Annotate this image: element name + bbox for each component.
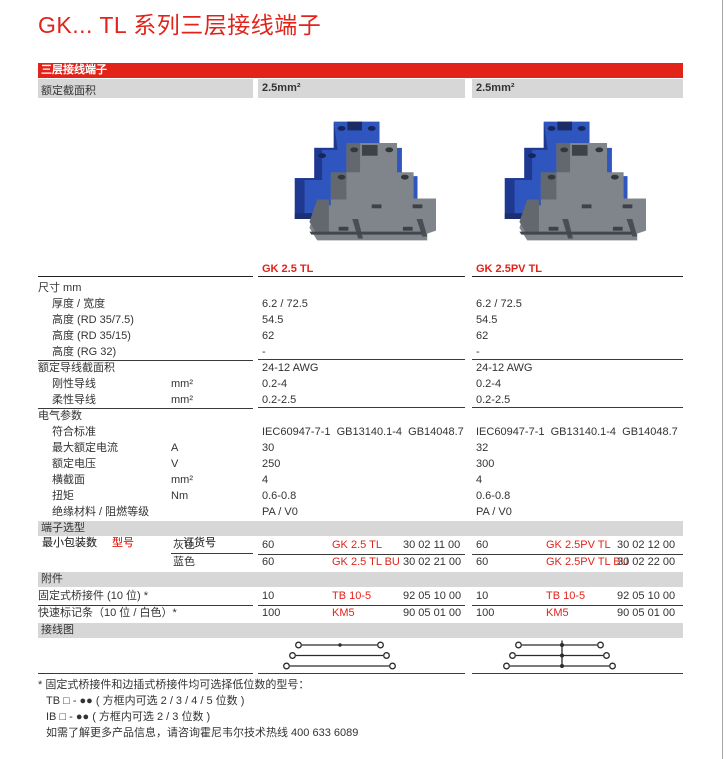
wiring-diagram-row <box>38 639 683 674</box>
spec-row-height-rg32: 高度 (RG 32) - - <box>38 344 683 361</box>
rated-cross-section-value-1: 2.5mm² <box>258 79 465 98</box>
spec-unit: Nm <box>171 490 189 502</box>
spec-label: 高度 (RG 32) <box>52 346 117 358</box>
spec-label: 绝缘材料 / 阻燃等级 <box>52 506 150 518</box>
selection-band: 端子选型 最小包装数 型号 订货号 最小包装数 型号 订货号 <box>38 521 683 549</box>
footnotes: * 固定式桥接件和边插式桥接件均可选择低位数的型号： TB □ - ●● ( 方… <box>38 677 358 741</box>
spec-row-torque: 扭矩 Nm 0.6-0.8 0.6-0.8 <box>38 488 683 504</box>
model-code: GK 2.5PV TL BU <box>546 556 629 568</box>
order-number: 30 02 21 00 <box>403 556 462 568</box>
spec-label: 高度 (RD 35/7.5) <box>52 314 134 326</box>
spec-unit: mm² <box>171 394 193 406</box>
spec-label: 额定电压 <box>52 458 96 470</box>
spec-label: 电气参数 <box>38 410 82 422</box>
spec-label: 额定导线截面积 <box>38 362 115 374</box>
color-label: 蓝色 <box>173 556 195 568</box>
spec-unit: mm² <box>171 474 193 486</box>
divider <box>171 553 253 554</box>
spec-label: 最大额定电流 <box>52 442 118 454</box>
spec-unit: mm² <box>171 378 193 390</box>
col-header-order: 订货号 <box>183 537 216 549</box>
model-code: KM5 <box>332 607 355 619</box>
spec-row-standards: 符合标准 IEC60947-7-1 GB13140.1-4 GB14048.7 … <box>38 424 683 440</box>
order-number: 30 02 11 00 <box>403 539 461 551</box>
spec-row-solid-wire: 刚性导线 mm² 0.2-4 0.2-4 <box>38 376 683 392</box>
order-number: 90 05 01 00 <box>617 607 676 619</box>
spec-row-dimensions: 尺寸 mm <box>38 280 683 296</box>
rated-cross-section-label: 额定截面积 <box>38 79 253 98</box>
product-photo-gk-25-tl <box>288 103 473 261</box>
model-code: GK 2.5 TL <box>332 539 382 551</box>
rated-cross-section-row: 额定截面积 2.5mm² 2.5mm² <box>38 79 683 98</box>
section-band: 三层接线端子 <box>38 63 683 78</box>
accessory-row-bridge: 固定式桥接件 (10 位) * 10 TB 10-5 92 05 10 00 1… <box>38 588 683 606</box>
model-name-2: GK 2.5PV TL <box>472 260 683 277</box>
model-code: TB 10-5 <box>332 590 372 602</box>
spec-unit: A <box>171 442 179 454</box>
footnote-line-3: IB □ - ●● ( 方框内可选 2 / 3 位数 ) <box>46 711 211 723</box>
spec-row-insulation: 绝缘材料 / 阻燃等级 PA / V0 PA / V0 <box>38 504 683 520</box>
spec-row-height-rd35-75: 高度 (RD 35/7.5) 54.5 54.5 <box>38 312 683 328</box>
color-label: 灰色 <box>173 539 195 551</box>
col-header-pack: 最小包装数 <box>42 537 97 549</box>
diagram-band: 接线图 <box>38 623 683 638</box>
wiring-diagram-independent-icon <box>283 641 396 670</box>
col-header-model: 型号 <box>112 537 134 549</box>
spec-label: 尺寸 mm <box>38 282 82 294</box>
model-header-row: GK 2.5 TL GK 2.5PV TL <box>38 260 683 277</box>
spec-row-cross-section: 横截面 mm² 4 4 <box>38 472 683 488</box>
accessory-row-marker: 快速标记条（10 位 / 白色）* 100 KM5 90 05 01 00 10… <box>38 605 683 622</box>
order-number: 30 02 12 00 <box>617 539 676 551</box>
footnote-line-2: TB □ - ●● ( 方框内可选 2 / 3 / 4 / 5 位数 ) <box>46 695 245 707</box>
spec-row-height-rd35-15: 高度 (RD 35/15) 62 62 <box>38 328 683 344</box>
page-title: GK... TL 系列三层接线端子 <box>38 12 322 38</box>
order-number: 92 05 10 00 <box>617 590 676 602</box>
spec-row-width: 厚度 / 宽度 6.2 / 72.5 6.2 / 72.5 <box>38 296 683 312</box>
page-right-border <box>722 0 723 759</box>
spec-row-electrical: 电气参数 <box>38 408 683 424</box>
selection-row-blue: 蓝色 60 GK 2.5 TL BU 30 02 21 00 60 GK 2.5… <box>38 554 683 571</box>
model-code: GK 2.5PV TL <box>546 539 611 551</box>
col-header-pack: 最小包装数 <box>42 537 97 549</box>
spec-label: 高度 (RD 35/15) <box>52 330 131 342</box>
section-band-label: 三层接线端子 <box>41 64 107 76</box>
order-number: 90 05 01 00 <box>403 607 462 619</box>
model-code: TB 10-5 <box>546 590 586 602</box>
order-number: 30 02 22 00 <box>617 556 676 568</box>
spec-row-rated-wire-section: 额定导线截面积 24-12 AWG 24-12 AWG <box>38 362 533 374</box>
selection-row-gray: 灰色 60 GK 2.5 TL 30 02 11 00 60 GK 2.5PV … <box>38 537 683 555</box>
spec-label: 刚性导线 <box>52 378 96 390</box>
spec-label: 横截面 <box>52 474 85 486</box>
spec-unit: V <box>171 458 179 470</box>
spec-label: 扭矩 <box>52 490 74 502</box>
model-name-1: GK 2.5 TL <box>258 260 465 277</box>
col-header-model: 型号 <box>112 537 134 549</box>
spec-table: 尺寸 mm 厚度 / 宽度 6.2 / 72.5 6.2 / 72.5 高度 (… <box>38 280 683 674</box>
accessories-band: 附件 <box>38 572 683 587</box>
spec-label: 厚度 / 宽度 <box>52 298 106 310</box>
order-number: 92 05 10 00 <box>403 590 462 602</box>
spec-row-rated-voltage: 额定电压 V 250 300 <box>38 456 683 472</box>
product-photo-gk-25pv-tl <box>498 103 683 261</box>
rated-cross-section-value-2: 2.5mm² <box>472 79 683 98</box>
spec-label: 符合标准 <box>52 426 96 438</box>
footnote-line-4: 如需了解更多产品信息，请咨询霍尼韦尔技术热线 400 633 6089 <box>46 727 359 739</box>
footnote-line-1: * 固定式桥接件和边插式桥接件均可选择低位数的型号： <box>38 679 310 691</box>
spec-label: 柔性导线 <box>52 394 96 406</box>
col-header-order: 订货号 <box>183 537 216 549</box>
spec-row-max-current: 最大额定电流 A 30 32 <box>38 440 683 456</box>
model-code: GK 2.5 TL BU <box>332 556 400 568</box>
wiring-diagram-bridged-icon <box>503 640 616 670</box>
spec-row-flexible-wire: 柔性导线 mm² 0.2-2.5 0.2-2.5 <box>38 392 683 409</box>
model-code: KM5 <box>546 607 569 619</box>
model-header-spacer <box>38 260 253 277</box>
